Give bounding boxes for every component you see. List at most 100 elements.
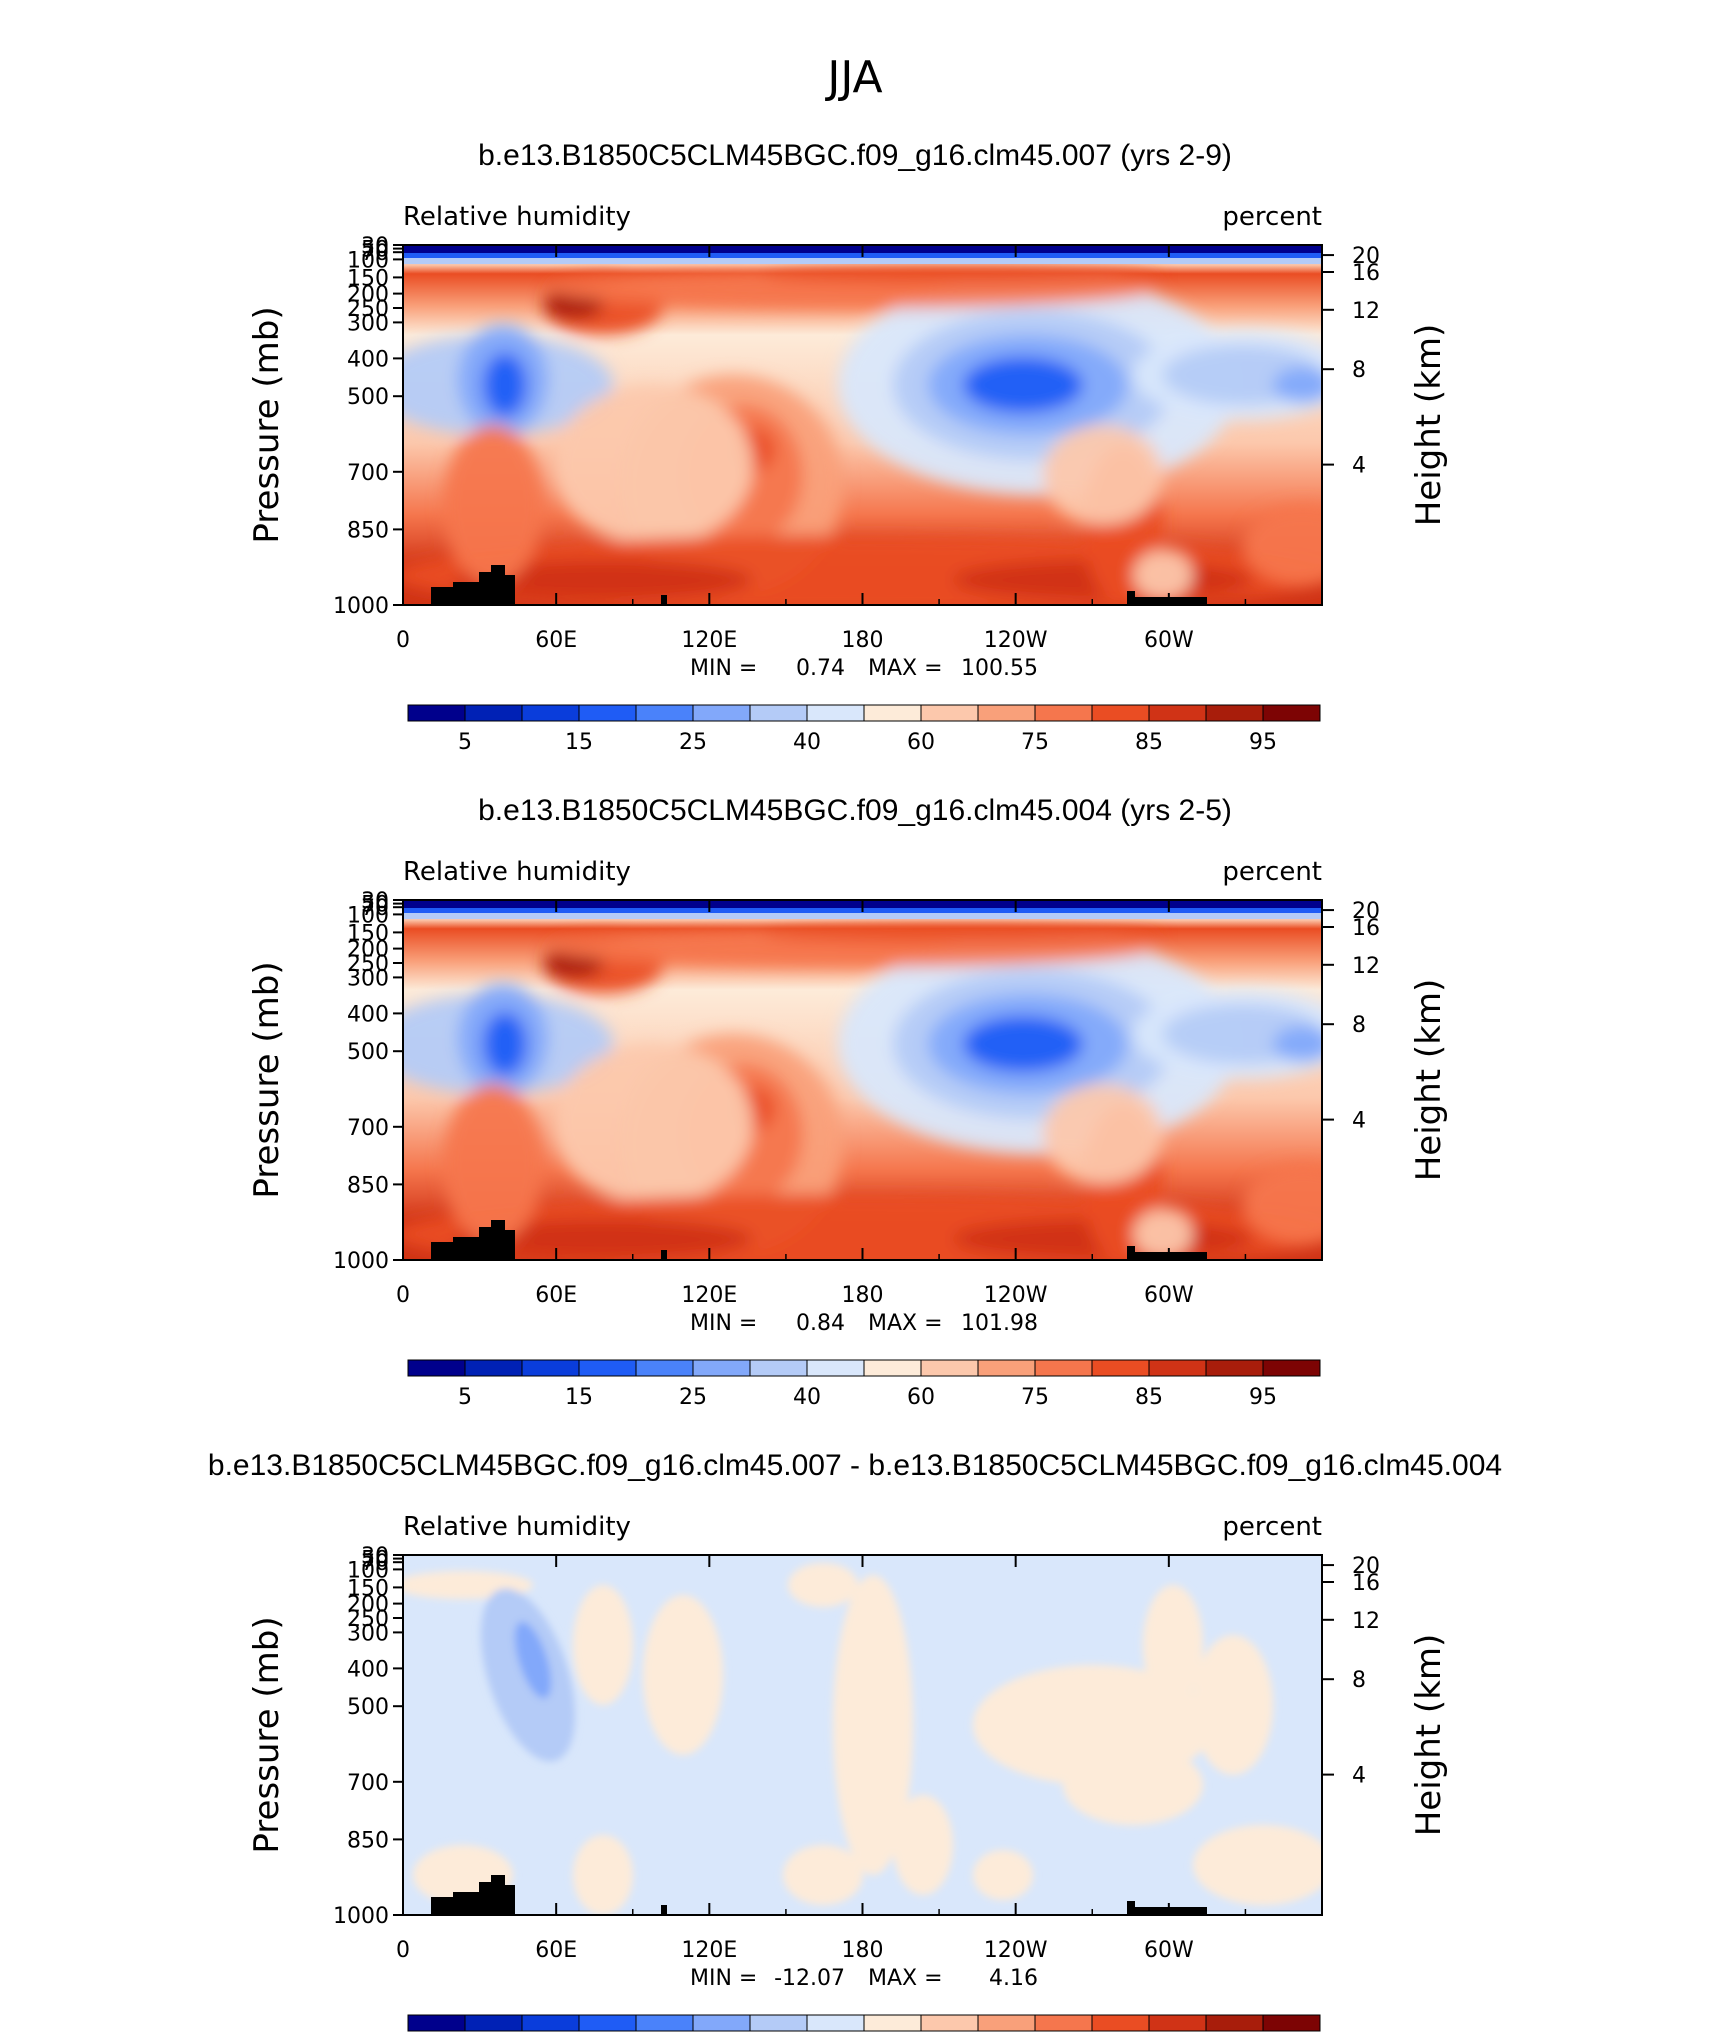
x-tick-label: 0 bbox=[396, 628, 410, 653]
colorbar-swatch bbox=[635, 704, 694, 722]
y-tick-label: 30 bbox=[361, 889, 389, 914]
y-tick-label: 250 bbox=[347, 1607, 389, 1632]
colorbar-swatch bbox=[806, 704, 865, 722]
colorbar-swatch bbox=[920, 2014, 979, 2032]
variable-label: Relative humidity bbox=[403, 1512, 631, 1542]
colorbar-swatch bbox=[1262, 1359, 1321, 1377]
y-right-tick-label: 12 bbox=[1352, 1609, 1380, 1634]
y-tick-label: 150 bbox=[347, 266, 389, 291]
colorbar-tick-label: 75 bbox=[1021, 730, 1049, 755]
colorbar-swatch bbox=[863, 704, 922, 722]
colorbar-swatch bbox=[977, 704, 1036, 722]
colorbar-swatch bbox=[977, 1359, 1036, 1377]
y-tick-label: 400 bbox=[347, 347, 389, 372]
field-features bbox=[403, 926, 1322, 1260]
colorbar-swatch bbox=[749, 704, 808, 722]
colorbar-swatch bbox=[521, 2014, 580, 2032]
colorbar-swatch bbox=[806, 2014, 865, 2032]
colorbar-swatch bbox=[407, 2014, 466, 2032]
panel-title: b.e13.B1850C5CLM45BGC.f09_g16.clm45.007 … bbox=[208, 1449, 1502, 1482]
colorbar: 5 15 25 40 60 75 85 95 bbox=[407, 1359, 1321, 1410]
y-tick-label: 500 bbox=[347, 1695, 389, 1720]
colorbar-swatch bbox=[578, 2014, 637, 2032]
units-label: percent bbox=[1222, 857, 1322, 887]
y-tick-label: 500 bbox=[347, 1040, 389, 1065]
y-tick-label: 1000 bbox=[333, 1249, 389, 1274]
y-tick-label: 400 bbox=[347, 1657, 389, 1682]
panel-title: b.e13.B1850C5CLM45BGC.f09_g16.clm45.004 … bbox=[478, 794, 1232, 827]
x-tick-label: 60E bbox=[535, 1283, 577, 1308]
x-tick-label: 180 bbox=[842, 628, 884, 653]
x-tick-label: 120E bbox=[681, 1283, 737, 1308]
variable-label: Relative humidity bbox=[403, 202, 631, 232]
y-tick-label: 30 bbox=[361, 234, 389, 259]
y-tick-label: 300 bbox=[347, 966, 389, 991]
y-axis-label: Pressure (mb) bbox=[247, 961, 287, 1198]
colorbar-tick-label: 40 bbox=[793, 1385, 821, 1410]
colorbar-swatch bbox=[464, 1359, 523, 1377]
y-tick-label: 100 bbox=[347, 248, 389, 273]
y-tick-label: 1000 bbox=[333, 594, 389, 619]
y-tick-label: 250 bbox=[347, 297, 389, 322]
y-tick-label: 850 bbox=[347, 1173, 389, 1198]
panel-3: b.e13.B1850C5CLM45BGC.f09_g16.clm45.007 … bbox=[208, 1449, 1502, 2032]
variable-label: Relative humidity bbox=[403, 857, 631, 887]
y-tick-label: 50 bbox=[361, 893, 389, 918]
y-tick-label: 850 bbox=[347, 1828, 389, 1853]
max-label: MAX = bbox=[868, 656, 943, 681]
colorbar-swatch bbox=[806, 1359, 865, 1377]
x-tick-label: 120W bbox=[984, 1283, 1048, 1308]
colorbar-tick-label: 85 bbox=[1135, 730, 1163, 755]
colorbar-swatch bbox=[1034, 2014, 1093, 2032]
y-right-tick-label: 4 bbox=[1352, 1109, 1366, 1134]
colorbar-swatch bbox=[635, 1359, 694, 1377]
min-value: 0.74 bbox=[796, 656, 845, 681]
y-tick-label: 850 bbox=[347, 518, 389, 543]
colorbar-swatch bbox=[1091, 704, 1150, 722]
x-tick-label: 60E bbox=[535, 628, 577, 653]
x-tick-label: 120E bbox=[681, 628, 737, 653]
x-tick-label: 60E bbox=[535, 1938, 577, 1963]
y-right-tick-label: 8 bbox=[1352, 1013, 1366, 1038]
y-right-tick-label: 12 bbox=[1352, 954, 1380, 979]
field-features bbox=[403, 267, 1322, 605]
panel-1: b.e13.B1850C5CLM45BGC.f09_g16.clm45.007 … bbox=[247, 139, 1449, 755]
y-axis-label: Pressure (mb) bbox=[247, 1616, 287, 1853]
colorbar-swatch bbox=[692, 1359, 751, 1377]
colorbar-swatch bbox=[1148, 1359, 1207, 1377]
y-tick-label: 250 bbox=[347, 952, 389, 977]
colorbar-swatch bbox=[749, 2014, 808, 2032]
colorbar-swatch bbox=[1091, 2014, 1150, 2032]
y-tick-label: 1000 bbox=[333, 1904, 389, 1929]
y-right-tick-label: 12 bbox=[1352, 299, 1380, 324]
y-tick-label: 100 bbox=[347, 903, 389, 928]
colorbar-swatch bbox=[578, 704, 637, 722]
y-right-tick-label: 4 bbox=[1352, 454, 1366, 479]
y-tick-label: 50 bbox=[361, 1548, 389, 1573]
colorbar-tick-label: 60 bbox=[907, 1385, 935, 1410]
colorbar-swatch bbox=[977, 2014, 1036, 2032]
x-tick-label: 60W bbox=[1144, 628, 1194, 653]
colorbar-tick-label: 25 bbox=[679, 1385, 707, 1410]
min-label: MIN = bbox=[690, 1311, 757, 1336]
y-right-tick-label: 16 bbox=[1352, 261, 1380, 286]
figure-title: JJA bbox=[824, 52, 882, 103]
y-tick-label: 70 bbox=[361, 241, 389, 266]
x-tick-label: 180 bbox=[842, 1283, 884, 1308]
max-label: MAX = bbox=[868, 1311, 943, 1336]
y-right-tick-label: 16 bbox=[1352, 916, 1380, 941]
colorbar-swatch bbox=[1262, 2014, 1321, 2032]
units-label: percent bbox=[1222, 202, 1322, 232]
x-tick-label: 60W bbox=[1144, 1283, 1194, 1308]
x-tick-label: 120W bbox=[984, 1938, 1048, 1963]
y-right-tick-label: 20 bbox=[1352, 244, 1380, 269]
colorbar-swatch bbox=[1034, 1359, 1093, 1377]
colorbar-swatch bbox=[692, 704, 751, 722]
y-tick-label: 150 bbox=[347, 921, 389, 946]
colorbar-swatch bbox=[1205, 704, 1264, 722]
y-tick-label: 300 bbox=[347, 1621, 389, 1646]
x-tick-label: 180 bbox=[842, 1938, 884, 1963]
y-tick-label: 500 bbox=[347, 385, 389, 410]
y-tick-label: 200 bbox=[347, 1593, 389, 1618]
